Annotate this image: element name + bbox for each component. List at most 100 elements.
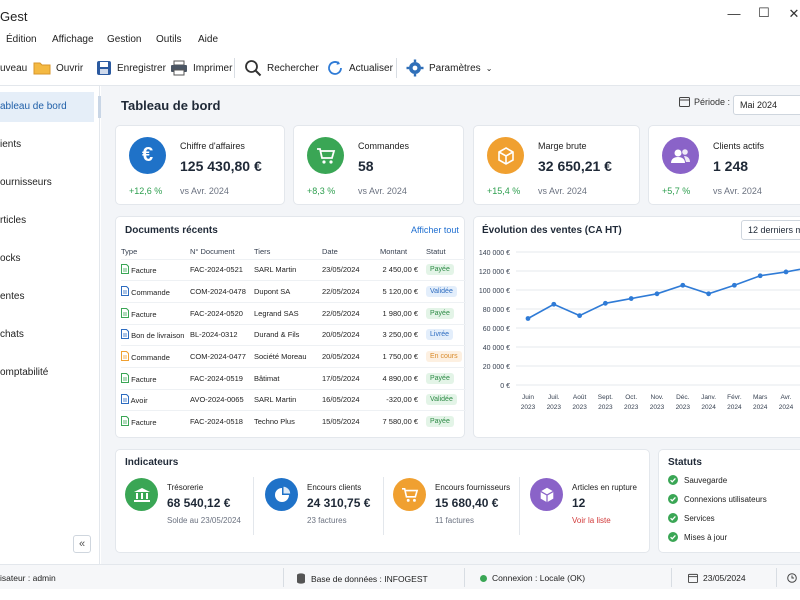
see-list-link[interactable]: Voir la liste: [572, 516, 611, 525]
floppy-icon: [97, 61, 111, 75]
save-label: Enregistrer: [117, 62, 166, 74]
status-badge: Payée: [426, 416, 454, 428]
sidebar-item-ventes[interactable]: entes: [0, 282, 100, 312]
search-icon: [245, 60, 262, 77]
check-circle-icon: [668, 532, 678, 542]
indicator-label: Articles en rupture: [572, 483, 637, 492]
menu-edition[interactable]: Édition: [6, 34, 37, 45]
print-button[interactable]: Imprimer: [170, 56, 232, 80]
show-all-link[interactable]: Afficher tout: [411, 225, 459, 235]
col-tiers[interactable]: Tiers: [254, 247, 271, 257]
sidebar-item-label: chats: [0, 329, 24, 340]
collapse-sidebar-button[interactable]: «: [73, 535, 91, 553]
doc-tiers: Dupont SA: [254, 280, 322, 303]
x-tick-label: Janv.: [701, 394, 716, 401]
minimize-button[interactable]: —: [727, 6, 741, 21]
save-button[interactable]: Enregistrer: [96, 56, 166, 80]
table-row[interactable]: Facture FAC-2024-0519 Bâtimat 17/05/2024…: [121, 366, 466, 390]
range-select[interactable]: 12 derniers m: [741, 220, 800, 240]
doc-type: Commande: [131, 288, 170, 298]
table-row[interactable]: Facture FAC-2024-0520 Legrand SAS 22/05/…: [121, 301, 466, 325]
sidebar-item-comptabilite[interactable]: omptabilité: [0, 358, 100, 388]
y-tick-label: 0 €: [500, 383, 510, 390]
x-tick-label: Juin: [522, 394, 534, 401]
x-tick-label: Août: [573, 394, 587, 401]
y-tick-label: 40 000 €: [483, 345, 510, 352]
doc-tiers: Bâtimat: [254, 366, 322, 390]
settings-button[interactable]: Paramètres ⌄: [406, 56, 492, 80]
sidebar-item-label: entes: [0, 291, 25, 302]
sidebar-item-articles[interactable]: rticles: [0, 206, 100, 236]
menu-gestion[interactable]: Gestion: [107, 34, 142, 45]
online-dot-icon: [480, 574, 487, 582]
toolbar-separator: [396, 58, 397, 78]
table-row[interactable]: Facture FAC-2024-0518 Techno Plus 15/05/…: [121, 410, 466, 433]
status-badge: Payée: [426, 307, 454, 319]
doc-number: FAC-2024-0520: [190, 301, 254, 325]
status-user-text: isateur : admin: [0, 573, 56, 583]
status-item: Mises à jour: [668, 532, 727, 542]
users-icon: [662, 137, 699, 174]
doc-date: 22/05/2024: [322, 301, 380, 325]
col-date[interactable]: Date: [322, 247, 338, 257]
x-tick-year: 2024: [701, 404, 716, 411]
doc-date: 17/05/2024: [322, 366, 380, 390]
search-button[interactable]: Rechercher: [244, 56, 319, 80]
maximize-button[interactable]: ☐: [758, 5, 770, 20]
table-row[interactable]: Commande COM-2024-0477 Société Moreau 20…: [121, 345, 466, 368]
data-point: [628, 296, 634, 301]
menu-aide[interactable]: Aide: [198, 34, 219, 45]
doc-amount: 7 580,00 €: [380, 410, 426, 433]
sidebar-item-fournisseurs[interactable]: ournisseurs: [0, 168, 100, 198]
col-status[interactable]: Statut: [426, 247, 446, 257]
data-point: [525, 316, 531, 321]
sidebar-item-clients[interactable]: ients: [0, 130, 100, 160]
status-date-text: 23/05/2024: [703, 573, 746, 583]
indicator-value: 12: [572, 496, 586, 510]
menu-affichage[interactable]: Affichage: [52, 34, 94, 45]
printer-icon: [171, 60, 187, 76]
gear-icon: [406, 59, 424, 77]
document-icon: [121, 416, 129, 427]
table-row[interactable]: Commande COM-2024-0478 Dupont SA 22/05/2…: [121, 280, 466, 303]
print-label: Imprimer: [193, 62, 233, 74]
x-tick-label: Déc.: [676, 394, 690, 401]
col-number[interactable]: N° Document: [190, 247, 235, 257]
status-connection: Connexion : Locale (OK): [480, 573, 585, 583]
col-amount[interactable]: Montant: [380, 247, 408, 257]
period-label: Période :: [694, 96, 731, 107]
check-circle-icon: [668, 513, 678, 523]
divider: [671, 568, 672, 587]
divider: [776, 568, 777, 587]
sidebar: ableau de bord ients ournisseurs rticles…: [0, 86, 101, 564]
close-button[interactable]: ✕: [788, 6, 800, 21]
x-tick-year: 2023: [624, 404, 639, 411]
bank-icon: [125, 478, 158, 511]
x-tick-year: 2023: [650, 404, 665, 411]
status-label: Connexions utilisateurs: [684, 494, 767, 504]
x-tick-year: 2023: [547, 404, 562, 411]
kpi-value: 1 248: [713, 158, 749, 174]
chevron-down-icon: ⌄: [485, 63, 493, 73]
period-select[interactable]: Mai 2024: [733, 95, 800, 115]
table-row[interactable]: Avoir AVO-2024-0065 SARL Martin 16/05/20…: [121, 388, 466, 411]
status-label: Services: [684, 513, 715, 523]
sidebar-item-achats[interactable]: chats: [0, 320, 100, 350]
menu-outils[interactable]: Outils: [156, 34, 182, 45]
doc-amount: 1 750,00 €: [380, 345, 426, 368]
divider: [464, 568, 465, 587]
cube-icon: [530, 478, 563, 511]
series-line: [527, 268, 800, 320]
new-button[interactable]: uveau: [0, 56, 27, 80]
sidebar-item-dashboard[interactable]: ableau de bord: [0, 92, 94, 122]
data-point: [757, 273, 763, 279]
divider: [519, 477, 520, 535]
table-row[interactable]: Facture FAC-2024-0521 SARL Martin 23/05/…: [121, 258, 466, 281]
col-type[interactable]: Type: [121, 247, 138, 257]
status-title: Statuts: [668, 457, 702, 468]
open-button[interactable]: Ouvrir: [33, 56, 83, 80]
sidebar-item-stocks[interactable]: ocks: [0, 244, 100, 274]
refresh-button[interactable]: Actualiser: [326, 56, 393, 80]
table-row[interactable]: Bon de livraison BL-2024-0312 Durand & F…: [121, 323, 466, 346]
indicators-title: Indicateurs: [125, 457, 179, 468]
